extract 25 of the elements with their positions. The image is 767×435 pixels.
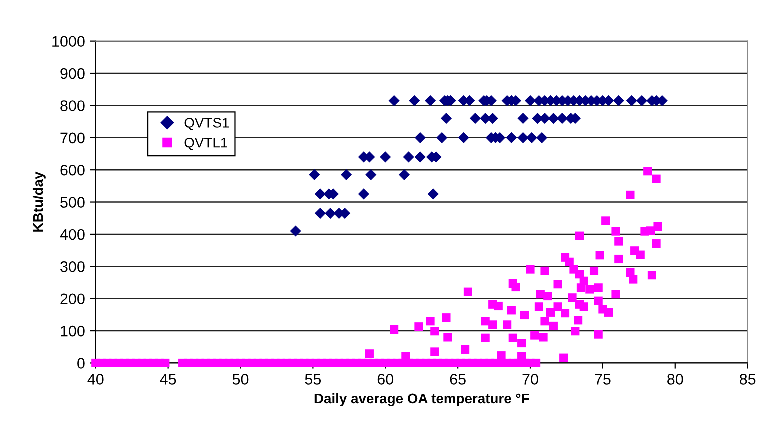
y-tick-label: 900	[60, 68, 85, 80]
x-tick-label: 80	[668, 374, 684, 385]
x-tick-label: 85	[740, 374, 756, 385]
x-tick-label: 45	[160, 374, 176, 385]
x-tick-label: 75	[595, 374, 611, 385]
y-tick-label: 100	[61, 326, 85, 337]
y-tick-label: 400	[60, 229, 85, 240]
x-tick-label: 50	[232, 374, 249, 385]
x-tick-label: 60	[378, 374, 394, 385]
x-tick-label: 65	[450, 374, 466, 385]
legend-label: QVTL1	[184, 138, 228, 150]
y-tick-label: 300	[60, 262, 85, 272]
y-axis-title: KBtu/day	[32, 172, 46, 232]
x-tick-label: 40	[88, 374, 104, 385]
x-tick-label: 70	[522, 374, 538, 385]
y-tick-label: 0	[78, 358, 85, 369]
y-tick-label: 200	[60, 294, 85, 305]
legend-label: QVTS1	[184, 118, 230, 130]
y-tick-label: 700	[60, 132, 85, 144]
y-tick-label: 800	[60, 100, 85, 112]
x-tick-label: 55	[305, 374, 322, 385]
y-tick-label: 1000	[52, 36, 85, 48]
y-tick-label: 600	[60, 164, 85, 176]
x-axis-title: Daily average OA temperature °F	[314, 393, 530, 406]
y-tick-label: 500	[60, 197, 85, 208]
